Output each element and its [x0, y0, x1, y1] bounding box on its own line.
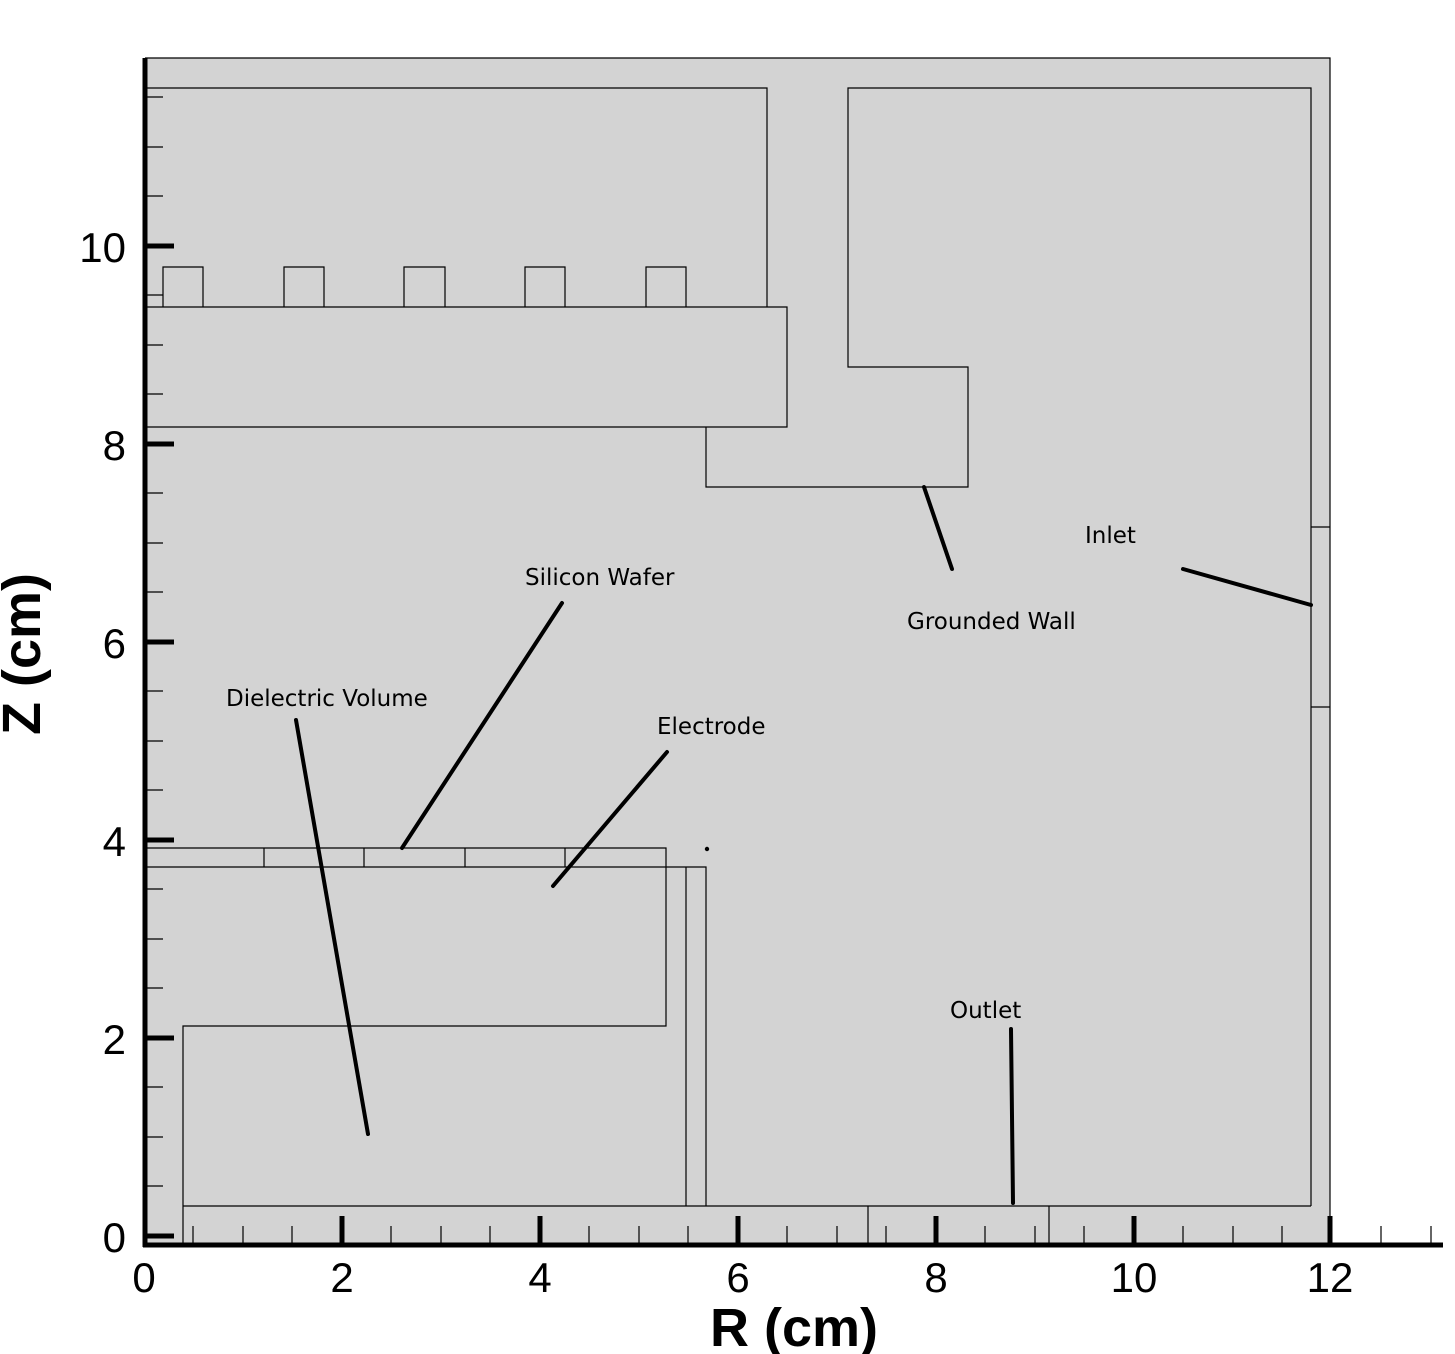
electrode-label: Electrode: [657, 714, 766, 740]
y-tick-label: 6: [103, 620, 126, 667]
grounded-wall-leader: [922, 485, 954, 571]
grounded-wall-label: Grounded Wall: [907, 609, 1076, 635]
lower-electrode-structure: [145, 866, 1311, 1245]
y-tick-label: 0: [103, 1214, 126, 1261]
y-tick-labels: 0 2 4 6 8 10: [79, 224, 126, 1261]
x-tick-label: 2: [330, 1254, 353, 1301]
x-major-ticks: [339, 1216, 1333, 1245]
x-tick-label: 12: [1307, 1254, 1354, 1301]
electrode-leader: [551, 750, 669, 888]
inlet-label: Inlet: [1085, 523, 1136, 549]
y-tick-label: 2: [103, 1016, 126, 1063]
y-axis-title: Z (cm): [0, 573, 52, 735]
annotation-leaders: [294, 485, 1313, 1205]
y-tick-label: 4: [103, 818, 126, 865]
dielectric-volume-label: Dielectric Volume: [226, 686, 428, 712]
computational-domain: [145, 58, 1330, 1245]
domain-boundary: [145, 57, 1331, 1245]
outlet-label: Outlet: [950, 998, 1021, 1024]
upper-dielectric-block: [145, 87, 768, 307]
y-minor-ticks: [145, 96, 163, 1187]
x-tick-label: 6: [726, 1254, 749, 1301]
x-tick-label: 4: [528, 1254, 551, 1301]
y-major-ticks: [145, 243, 174, 1239]
silicon-wafer-label: Silicon Wafer: [525, 565, 675, 591]
upper-electrode-plate: [145, 306, 788, 428]
outlet-leader: [1009, 1027, 1015, 1205]
inlet-leader: [1181, 567, 1313, 607]
x-axis-title: R (cm): [710, 1298, 878, 1354]
grounded-wall-outline: [705, 87, 1312, 1206]
y-tick-label: 10: [79, 224, 126, 271]
x-tick-labels: 0 2 4 6 8 10 12: [132, 1254, 1353, 1301]
x-minor-ticks: [192, 1226, 1432, 1245]
silicon-wafer-leader: [400, 601, 564, 850]
x-tick-label: 8: [924, 1254, 947, 1301]
x-tick-label: 0: [132, 1254, 155, 1301]
y-tick-label: 8: [103, 422, 126, 469]
x-tick-label: 10: [1111, 1254, 1158, 1301]
marker-dot: [704, 846, 710, 852]
dielectric-volume-leader: [294, 718, 370, 1136]
